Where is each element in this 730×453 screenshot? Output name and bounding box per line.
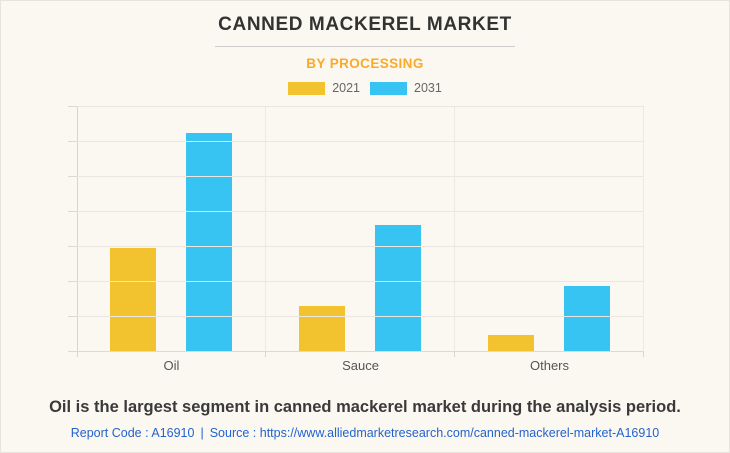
chart-title: CANNED MACKEREL MARKET — [218, 14, 512, 35]
bar-group-others — [455, 106, 644, 357]
source-label: Source : — [209, 426, 257, 440]
y-axis-tick — [68, 211, 77, 212]
bar-group-sauce — [266, 106, 455, 357]
bar-group-oil — [77, 106, 266, 357]
source-url-link[interactable]: https://www.alliedmarketresearch.com/can… — [259, 426, 660, 440]
bar-groups — [77, 106, 644, 357]
title-divider — [215, 46, 515, 47]
legend-item-2021[interactable]: 2021 — [288, 81, 360, 95]
gridline-h — [77, 141, 644, 142]
legend-label-2021: 2021 — [332, 81, 360, 95]
y-axis-line — [77, 106, 78, 357]
x-axis-tick — [643, 351, 644, 357]
x-label-oil: Oil — [163, 358, 180, 373]
bar-oil-2021[interactable] — [110, 248, 156, 351]
x-axis-tick — [265, 351, 266, 357]
gridline-h — [77, 281, 644, 282]
chart-subtitle: BY PROCESSING — [306, 56, 424, 71]
y-axis-tick — [68, 316, 77, 317]
x-axis-tick — [454, 351, 455, 357]
y-axis-tick — [68, 176, 77, 177]
legend: 2021 2031 — [1, 81, 729, 95]
legend-swatch-2031 — [370, 81, 407, 95]
gridline-h — [77, 106, 644, 107]
legend-label-2031: 2031 — [414, 81, 442, 95]
y-axis-tick — [68, 106, 77, 107]
bar-sauce-2031[interactable] — [375, 225, 421, 351]
legend-item-2031[interactable]: 2031 — [370, 81, 442, 95]
y-axis-tick — [68, 281, 77, 282]
report-code: Report Code : A16910 — [70, 426, 195, 440]
gridline-h — [77, 176, 644, 177]
y-axis-tick — [68, 351, 77, 352]
legend-swatch-2021 — [288, 81, 326, 95]
gridline-h — [77, 351, 644, 352]
plot-area — [68, 106, 644, 357]
bar-oil-2031[interactable] — [186, 132, 232, 351]
bar-others-2031[interactable] — [564, 285, 610, 351]
report-line: Report Code : A16910 | Source : https://ww… — [1, 426, 729, 440]
report-separator: | — [200, 426, 204, 440]
y-axis-tick — [68, 141, 77, 142]
gridline-h — [77, 316, 644, 317]
bar-sauce-2021[interactable] — [299, 305, 345, 351]
y-axis-tick — [68, 246, 77, 247]
gridline-h — [77, 246, 644, 247]
insight-text: Oil is the largest segment in canned mac… — [49, 398, 681, 416]
x-label-sauce: Sauce — [342, 358, 379, 373]
x-axis-labels: Oil Sauce Others — [77, 351, 644, 373]
bar-others-2021[interactable] — [488, 334, 534, 351]
x-label-others: Others — [529, 358, 569, 373]
gridline-h — [77, 211, 644, 212]
